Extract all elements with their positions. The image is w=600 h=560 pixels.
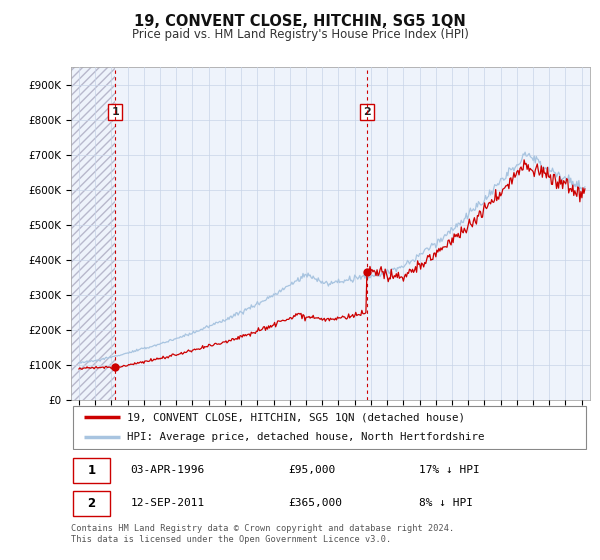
FancyBboxPatch shape bbox=[73, 458, 110, 483]
Text: HPI: Average price, detached house, North Hertfordshire: HPI: Average price, detached house, Nort… bbox=[127, 432, 484, 442]
Bar bbox=[71, 67, 115, 400]
Text: 17% ↓ HPI: 17% ↓ HPI bbox=[419, 465, 479, 475]
Text: 03-APR-1996: 03-APR-1996 bbox=[130, 465, 205, 475]
Text: 12-SEP-2011: 12-SEP-2011 bbox=[130, 498, 205, 508]
Text: Price paid vs. HM Land Registry's House Price Index (HPI): Price paid vs. HM Land Registry's House … bbox=[131, 28, 469, 41]
Text: 1: 1 bbox=[88, 464, 95, 477]
Text: 19, CONVENT CLOSE, HITCHIN, SG5 1QN (detached house): 19, CONVENT CLOSE, HITCHIN, SG5 1QN (det… bbox=[127, 412, 465, 422]
FancyBboxPatch shape bbox=[73, 405, 586, 449]
Text: 8% ↓ HPI: 8% ↓ HPI bbox=[419, 498, 473, 508]
Text: 2: 2 bbox=[88, 497, 95, 510]
Text: £365,000: £365,000 bbox=[289, 498, 343, 508]
Text: 19, CONVENT CLOSE, HITCHIN, SG5 1QN: 19, CONVENT CLOSE, HITCHIN, SG5 1QN bbox=[134, 14, 466, 29]
FancyBboxPatch shape bbox=[73, 491, 110, 516]
Text: 1: 1 bbox=[112, 107, 119, 117]
Text: £95,000: £95,000 bbox=[289, 465, 336, 475]
Text: Contains HM Land Registry data © Crown copyright and database right 2024.
This d: Contains HM Land Registry data © Crown c… bbox=[71, 524, 454, 544]
Text: 2: 2 bbox=[363, 107, 371, 117]
